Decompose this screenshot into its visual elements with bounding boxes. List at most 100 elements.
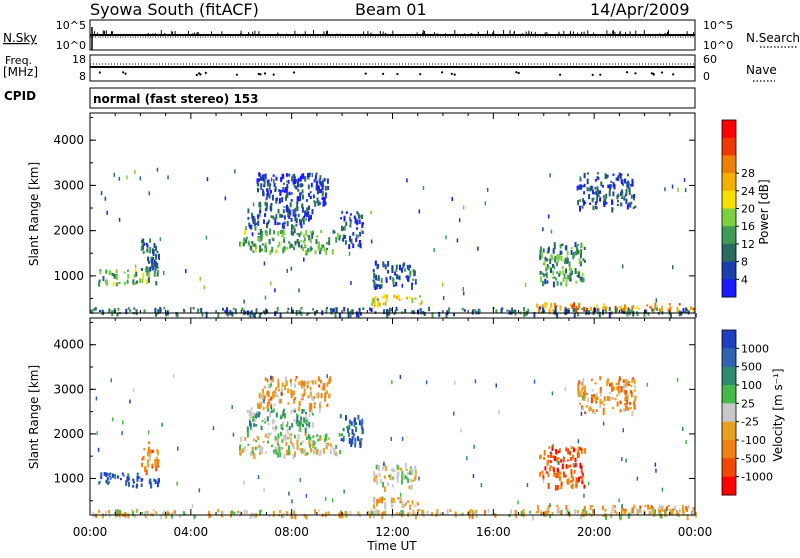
velocity-echo-sparse [263, 488, 265, 493]
power-colorbar-segment [722, 208, 736, 227]
velocity-echo-2 [316, 449, 319, 455]
power-echo-5 [361, 222, 364, 228]
power-echo-11 [602, 309, 604, 315]
power-echo-sparse [524, 283, 527, 287]
velocity-echo-9 [624, 396, 627, 402]
velocity-echo-9 [627, 407, 630, 411]
velocity-echo-2 [313, 443, 316, 446]
velocity-echo-2 [331, 446, 334, 449]
power-echo-10 [553, 302, 556, 308]
power-echo-11 [127, 307, 130, 310]
velocity-echo-11 [279, 510, 282, 514]
power-echo-11 [411, 310, 414, 314]
velocity-colorbar-segment [722, 366, 736, 386]
velocity-echo-11 [627, 512, 630, 519]
power-echo-4 [301, 189, 304, 194]
power-echo-2 [300, 231, 303, 235]
power-echo-6 [396, 276, 398, 279]
power-echo-9 [627, 184, 630, 189]
velocity-echo-11 [620, 514, 623, 521]
power-echo-1 [143, 242, 146, 246]
power-echo-11 [670, 312, 672, 318]
power-echo-sparse [350, 281, 352, 285]
velocity-echo-1 [154, 462, 157, 466]
power-echo-5 [358, 240, 361, 244]
power-echo-sparse [273, 178, 275, 183]
power-echo-8 [555, 277, 558, 281]
velocity-echo-4 [281, 392, 284, 396]
velocity-echo-11 [686, 514, 689, 521]
velocity-echo-9 [634, 385, 637, 389]
power-colorbar-tick-label: 16 [741, 220, 755, 233]
velocity-echo-3 [258, 411, 261, 416]
velocity-colorbar-tick-label: -100 [741, 434, 766, 447]
velocity-echo-11 [160, 514, 163, 520]
velocity-echo-11 [610, 514, 613, 518]
velocity-echo-10 [611, 504, 614, 509]
velocity-echo-4 [326, 382, 329, 387]
velocity-echo-9 [633, 379, 636, 384]
power-echo-3 [248, 222, 251, 227]
velocity-colorbar-segment [722, 348, 736, 368]
power-echo-11 [117, 307, 120, 311]
velocity-echo-3 [248, 417, 251, 423]
power-echo-4 [320, 182, 323, 187]
velocity-echo-6 [414, 465, 417, 470]
velocity-echo-2 [257, 436, 260, 440]
power-echo-9 [592, 197, 595, 200]
velocity-echo-4 [264, 395, 266, 399]
velocity-echo-2 [266, 432, 269, 437]
velocity-echo-0 [117, 475, 119, 479]
power-echo-2 [320, 247, 323, 252]
velocity-echo-11 [618, 514, 621, 520]
power-echo-11 [478, 309, 481, 314]
power-echo-4 [309, 191, 312, 194]
power-echo-3 [252, 220, 255, 224]
velocity-echo-2 [280, 431, 282, 437]
power-echo-3 [301, 217, 304, 222]
power-echo-10 [597, 308, 599, 312]
power-echo-6 [380, 284, 383, 289]
station-title: Syowa South (fitACF) [90, 0, 259, 19]
power-echo-9 [591, 197, 594, 203]
power-echo-8 [556, 281, 559, 286]
velocity-echo-4 [317, 376, 320, 382]
velocity-echo-4 [268, 383, 270, 389]
power-echo-11 [332, 308, 335, 313]
power-echo-11 [597, 310, 600, 315]
power-echo-9 [583, 191, 586, 195]
velocity-echo-5 [355, 426, 357, 433]
freq-dot [626, 71, 629, 74]
velocity-echo-8 [579, 462, 582, 469]
power-echo-4 [297, 181, 299, 188]
power-echo-2 [283, 240, 286, 243]
power-echo-11 [258, 312, 261, 319]
power-echo-9 [597, 172, 599, 175]
power-echo-0 [98, 282, 100, 287]
power-echo-4 [270, 203, 273, 206]
velocity-echo-0 [103, 472, 106, 476]
power-echo-8 [557, 259, 560, 263]
velocity-echo-11 [368, 513, 371, 519]
power-echo-11 [643, 312, 646, 317]
velocity-echo-2 [312, 448, 315, 454]
velocity-echo-3 [290, 410, 293, 414]
velocity-echo-2 [277, 451, 280, 458]
power-echo-2 [326, 242, 328, 245]
power-echo-sparse [304, 237, 306, 242]
power-echo-8 [569, 277, 572, 282]
velocity-echo-11 [163, 510, 166, 516]
power-echo-11 [523, 307, 525, 311]
power-echo-4 [321, 197, 324, 200]
power-echo-0 [135, 271, 138, 277]
power-echo-1 [140, 246, 143, 251]
power-echo-4 [322, 197, 325, 203]
velocity-echo-2 [308, 443, 311, 448]
power-echo-3 [275, 214, 278, 220]
velocity-echo-7 [391, 503, 393, 509]
power-echo-9 [621, 191, 624, 196]
power-echo-9 [609, 184, 612, 189]
velocity-echo-11 [629, 511, 632, 517]
power-echo-10 [678, 303, 681, 306]
power-echo-11 [394, 309, 397, 314]
